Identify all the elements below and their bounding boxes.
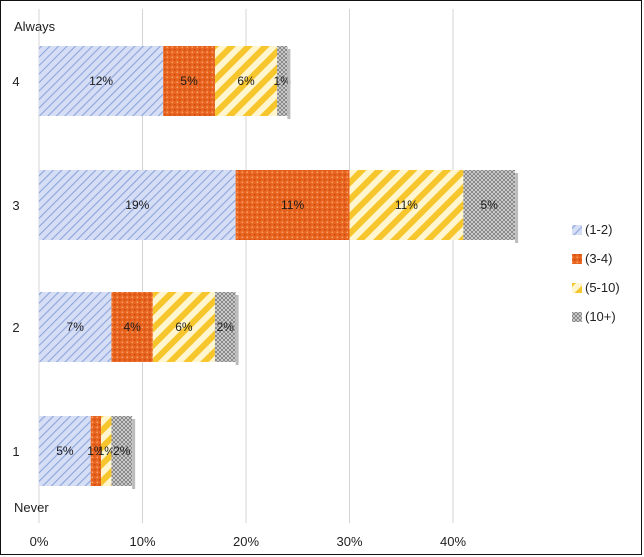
bar-data-label: 1% [87,444,105,458]
bar-segment-1-0 [39,416,91,486]
annotation-never: Never [14,500,49,515]
legend-swatch [572,254,582,264]
x-tick-label: 0% [30,534,49,549]
bar-shadow [235,295,239,365]
bar-data-label: 1% [274,74,292,88]
bar-data-label: 5% [180,74,198,88]
bar-segment-2-0 [39,292,112,362]
bar-segment-4-0 [39,46,164,116]
x-tick-label: 40% [440,534,466,549]
bar-segment-3-0 [39,170,236,240]
bar-data-label: 2% [113,444,131,458]
bar-data-label: 6% [237,74,255,88]
bar-segment-3-1 [235,170,350,240]
legend-swatch [572,283,582,293]
bar-data-label: 1% [98,444,116,458]
category-label: 4 [12,74,19,89]
bar-data-label: 11% [281,198,304,212]
bar-segment-4-3 [277,46,288,116]
bar-data-label: 7% [67,320,85,334]
bar-segment-1-2 [101,416,112,486]
bars: 12% 5% 6% 1%19% 11% 11% 5%7% 4% 6% 2%5% 1%1%2% [39,46,519,489]
bar-data-label: 5% [56,444,74,458]
annotation-always: Always [14,19,56,34]
bar-data-label: 12% [89,74,113,88]
category-label: 1 [12,444,19,459]
bar-segment-2-3 [214,292,236,362]
bar-data-label: 2% [217,320,235,334]
category-label: 3 [12,198,19,213]
legend-label: (10+) [585,309,616,324]
x-tick-label: 30% [336,534,362,549]
x-tick-label: 20% [233,534,259,549]
legend-label: (3-4) [585,251,612,266]
bar-data-label: 5% [481,198,499,212]
bar-data-label: 4% [123,320,141,334]
category-label: 2 [12,320,19,335]
bar-segment-4-2 [214,46,278,116]
bar-segment-3-3 [463,170,516,240]
bar-shadow [132,419,136,489]
bar-segment-4-1 [163,46,215,116]
bar-segment-1-1 [90,416,102,486]
bar-segment-2-2 [152,292,215,362]
bar-segment-1-3 [111,416,133,486]
x-axis-ticks: 0% 10% 20% 30% 40% [30,534,467,549]
legend: (1-2) (3-4) (5-10) (10+) [572,222,620,324]
bar-data-label: 11% [395,198,418,212]
bar-segment-3-2 [349,170,464,240]
legend-swatch [572,312,582,322]
category-labels: 4 3 2 1 [12,74,19,459]
bar-data-label: 19% [125,198,149,212]
bar-data-label: 6% [175,320,193,334]
x-tick-label: 10% [129,534,155,549]
legend-swatch [572,225,582,235]
bar-shadow [287,49,291,119]
legend-label: (5-10) [585,280,620,295]
bar-segment-2-1 [111,292,153,362]
legend-label: (1-2) [585,222,612,237]
bar-shadow [515,173,519,243]
